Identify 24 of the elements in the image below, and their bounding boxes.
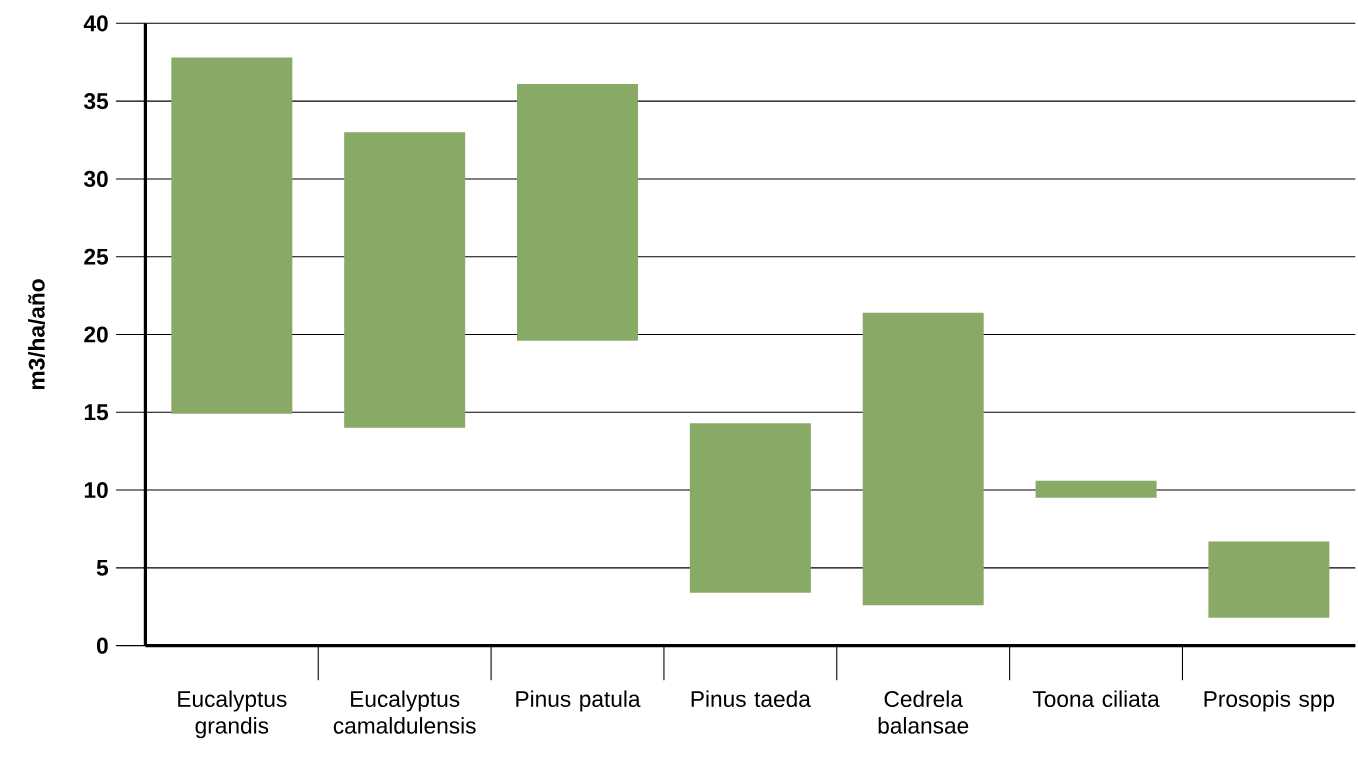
y-tick-label: 5 bbox=[96, 559, 109, 576]
x-tick-label: Pinus patula bbox=[516, 690, 641, 712]
y-tick-label: 0 bbox=[96, 637, 108, 654]
bar bbox=[689, 422, 811, 593]
x-tick-label: Cedrela balansae bbox=[878, 690, 969, 734]
bar bbox=[1208, 541, 1330, 618]
bar bbox=[517, 83, 639, 341]
y-tick-label: 35 bbox=[83, 92, 109, 109]
bar bbox=[1035, 480, 1157, 498]
x-tick-label: Prosopis spp bbox=[1204, 690, 1335, 712]
bar bbox=[171, 57, 293, 414]
y-tick-label: 40 bbox=[83, 15, 108, 32]
x-tick-label: Eucalyptus camaldulensis bbox=[333, 690, 476, 734]
bar bbox=[862, 312, 984, 606]
y-tick-label: 10 bbox=[84, 481, 108, 498]
y-tick-label: 25 bbox=[84, 248, 109, 265]
y-axis-title: m3/ha/año bbox=[28, 279, 45, 389]
x-tick-label: Pinus taeda bbox=[691, 690, 811, 707]
bar bbox=[344, 132, 466, 428]
y-tick-label: 30 bbox=[83, 170, 108, 187]
x-tick-label: Eucalyptus grandis bbox=[178, 690, 287, 739]
x-tick-label: Toona ciliata bbox=[1032, 690, 1160, 707]
y-tick-label: 20 bbox=[84, 326, 108, 343]
y-tick-label: 15 bbox=[84, 404, 109, 421]
